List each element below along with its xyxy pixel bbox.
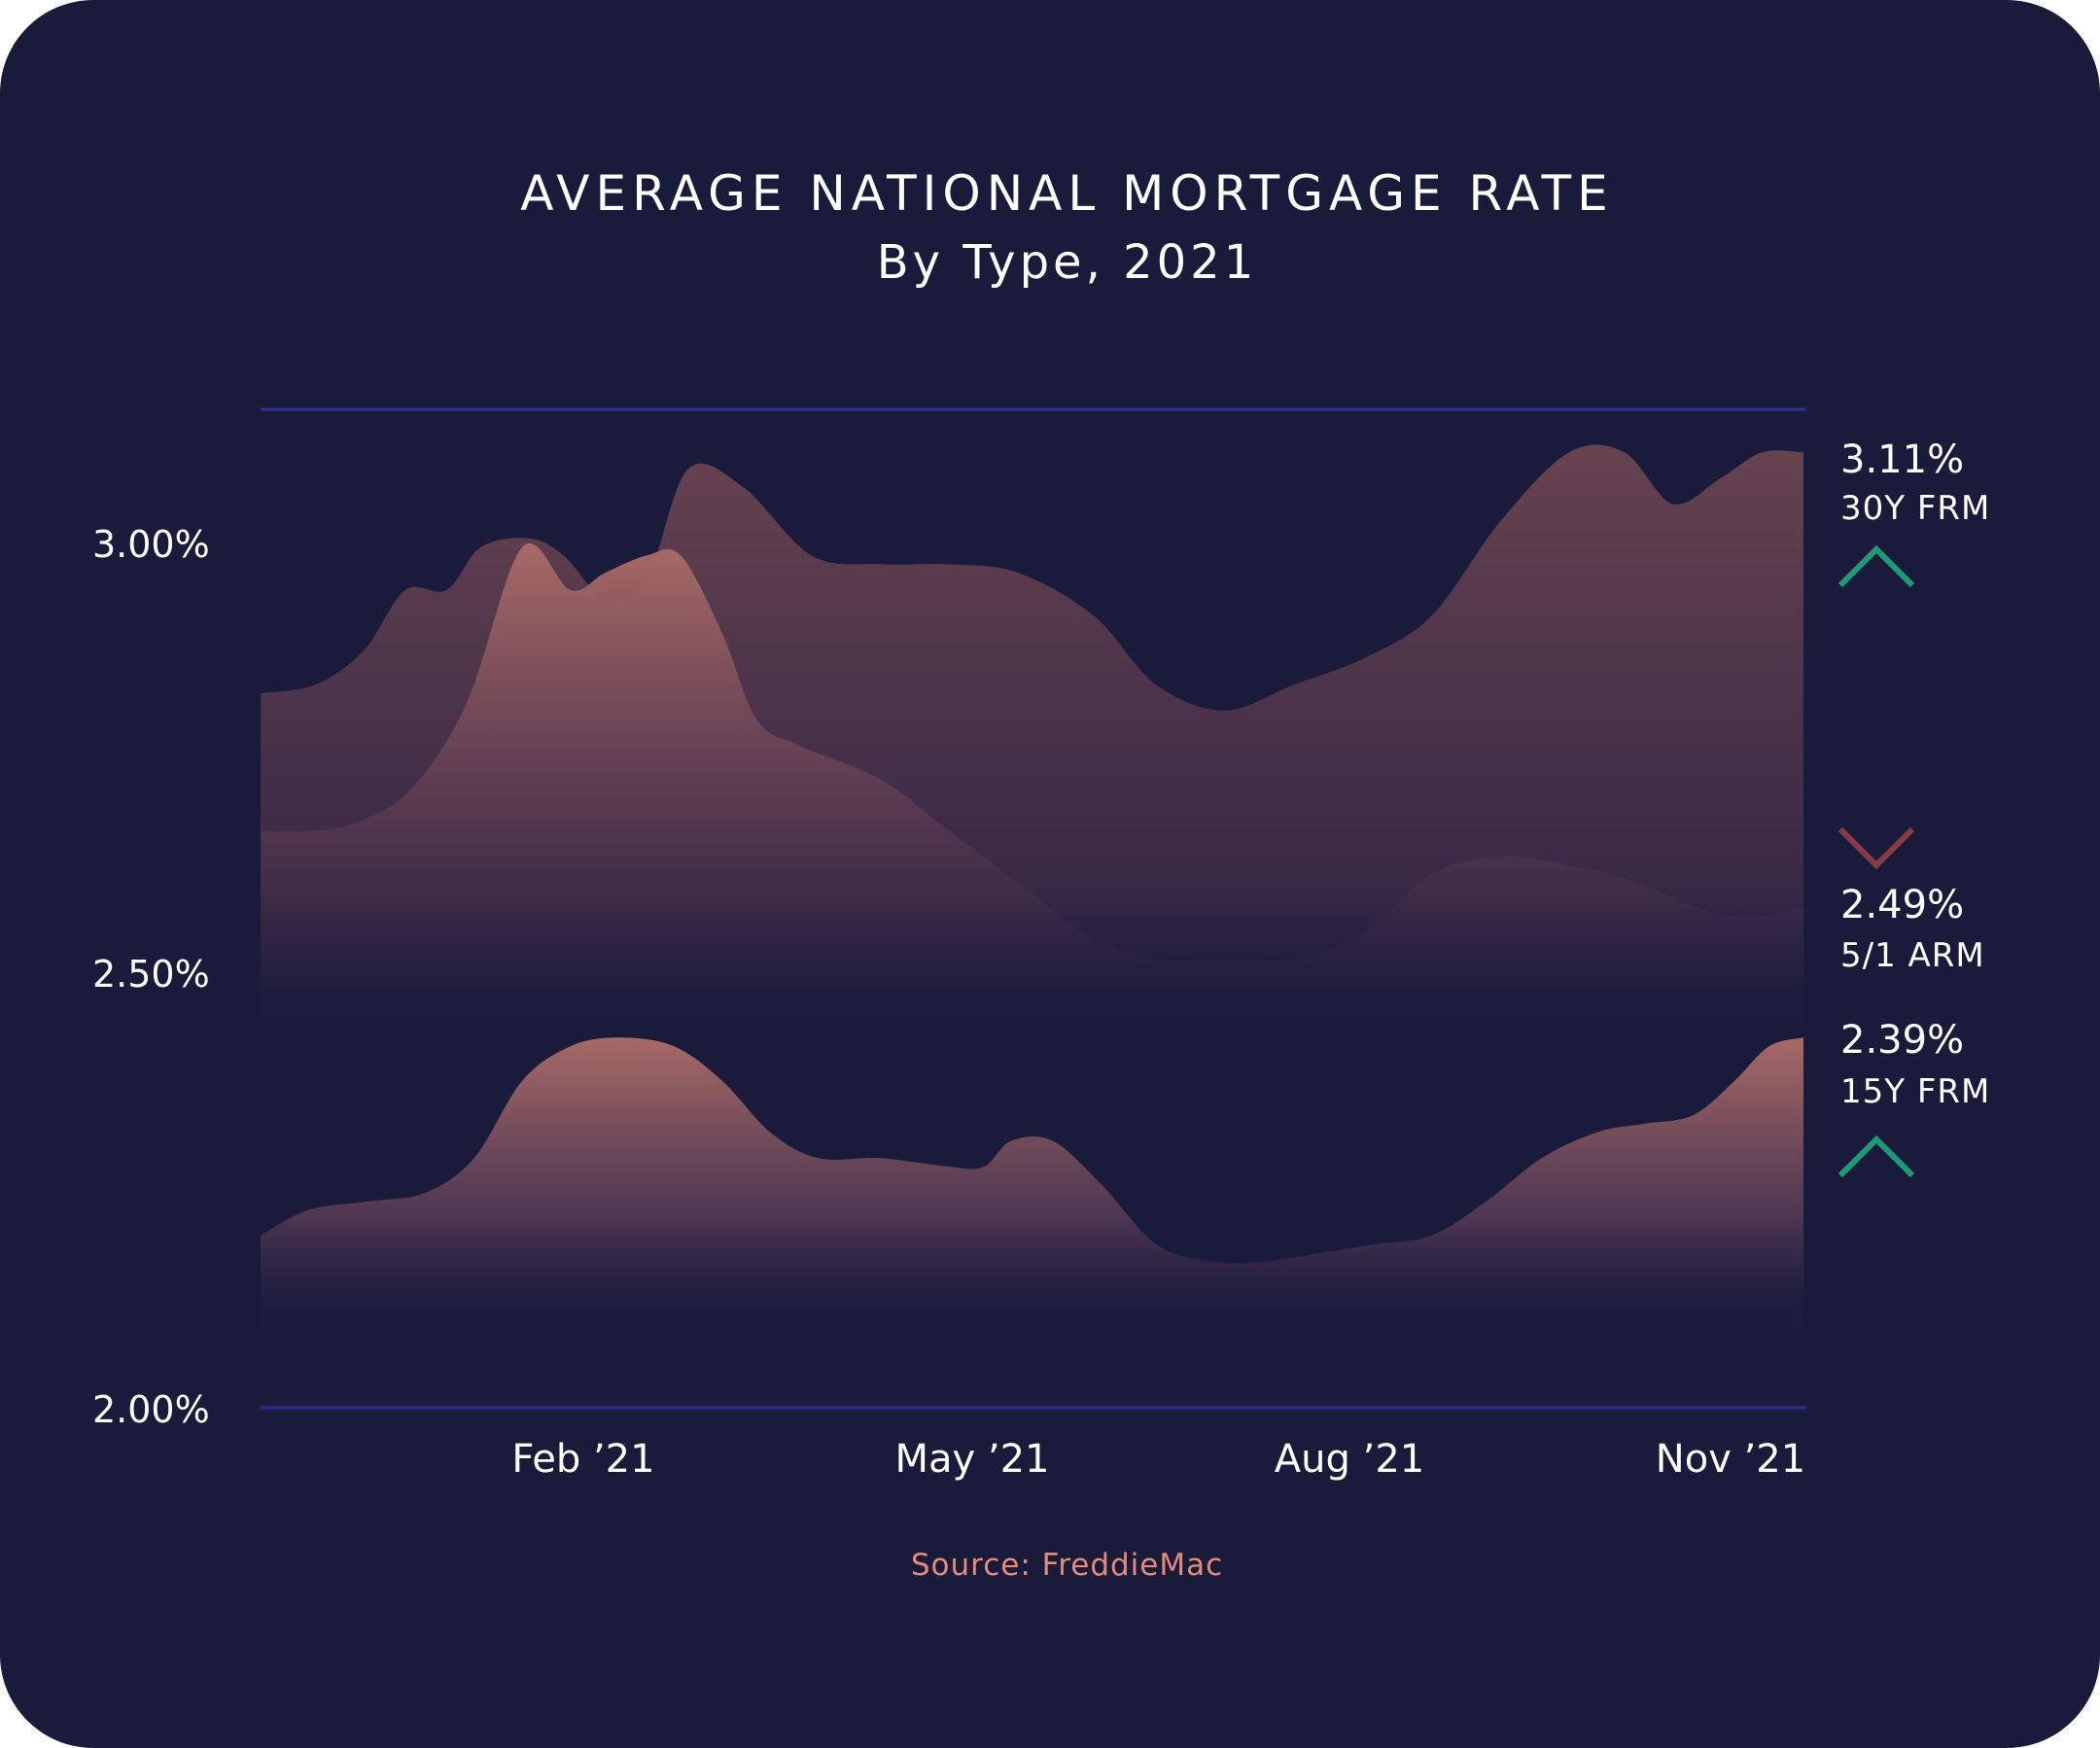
area-5-1-arm — [261, 542, 1803, 1040]
series-name-30y: 30Y FRM — [1840, 489, 1991, 528]
series-name-15y: 15Y FRM — [1840, 1072, 1991, 1111]
series-name-arm: 5/1 ARM — [1840, 936, 1985, 975]
x-tick-label: May ’21 — [894, 1437, 1050, 1482]
x-tick-label: Aug ’21 — [1274, 1437, 1425, 1482]
chart-title: AVERAGE NATIONAL MORTGAGE RATE — [520, 165, 1614, 222]
chart-subtitle: By Type, 2021 — [876, 235, 1258, 290]
y-tick-label: 3.00% — [92, 523, 210, 566]
series-value-30y: 3.11% — [1840, 437, 1965, 482]
arrow-down-icon — [1838, 792, 1915, 870]
area-15y-frm — [261, 1037, 1803, 1342]
x-tick-label: Feb ’21 — [511, 1437, 655, 1482]
arrow-up-icon — [1838, 544, 1915, 622]
y-tick-label: 2.50% — [92, 953, 210, 996]
y-tick-label: 2.00% — [92, 1388, 210, 1431]
x-tick-label: Nov ’21 — [1655, 1437, 1806, 1482]
series-value-15y: 2.39% — [1840, 1018, 1965, 1063]
source-note: Source: FreddieMac — [910, 1548, 1224, 1583]
series-value-arm: 2.49% — [1840, 883, 1965, 927]
arrow-up-icon — [1838, 1135, 1915, 1215]
